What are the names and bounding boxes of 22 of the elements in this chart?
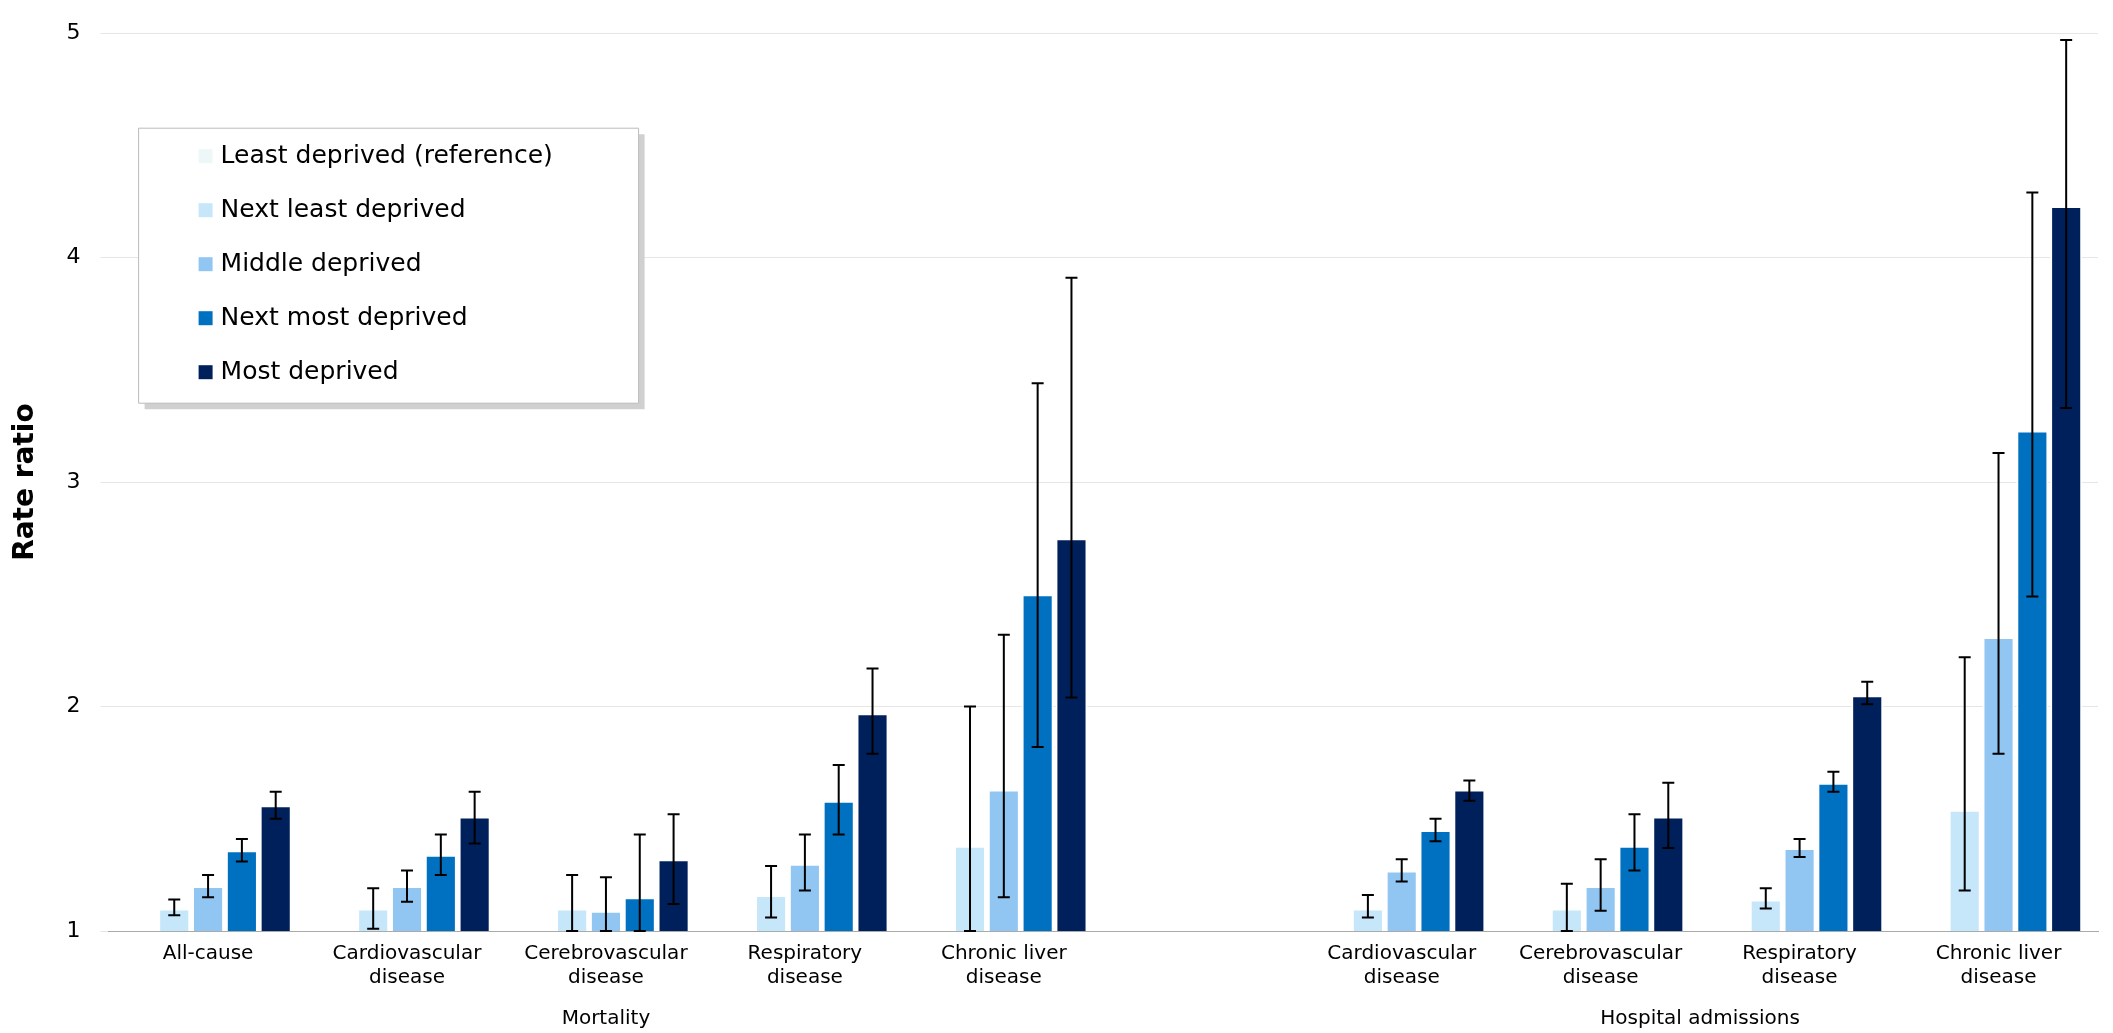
y-tick-label: 2 bbox=[66, 692, 81, 718]
y-tick-label: 3 bbox=[66, 467, 81, 493]
y-tick-label: 1 bbox=[66, 916, 81, 942]
x-tick-label: Chronic liver disease bbox=[1935, 940, 2063, 989]
y-tick-label: 4 bbox=[66, 243, 81, 269]
x-tick-label: Cerebrovascular disease bbox=[524, 940, 689, 989]
x-tick-label: Respiratory disease bbox=[747, 940, 863, 989]
x-tick-label: All-cause bbox=[162, 940, 254, 965]
text: Hospital admissions bbox=[1600, 1005, 1800, 1030]
legend-label: Next most deprived bbox=[220, 301, 468, 331]
y-axis-title: Rate ratio bbox=[7, 403, 41, 561]
y-tick-label: 5 bbox=[66, 18, 81, 44]
x-tick-label: Chronic liver disease bbox=[940, 940, 1068, 989]
legend-label: Least deprived (reference) bbox=[220, 139, 553, 169]
x-tick-label: Respiratory disease bbox=[1742, 940, 1858, 989]
legend-label: Most deprived bbox=[220, 355, 399, 385]
x-tick-label: Cardiovascular disease bbox=[332, 940, 483, 989]
legend-label: Middle deprived bbox=[220, 247, 422, 277]
legend-label: Next least deprived bbox=[220, 193, 466, 223]
x-tick-label: Cerebrovascular disease bbox=[1519, 940, 1684, 989]
text: Mortality bbox=[561, 1005, 651, 1030]
x-tick-label: Cardiovascular disease bbox=[1327, 940, 1477, 989]
